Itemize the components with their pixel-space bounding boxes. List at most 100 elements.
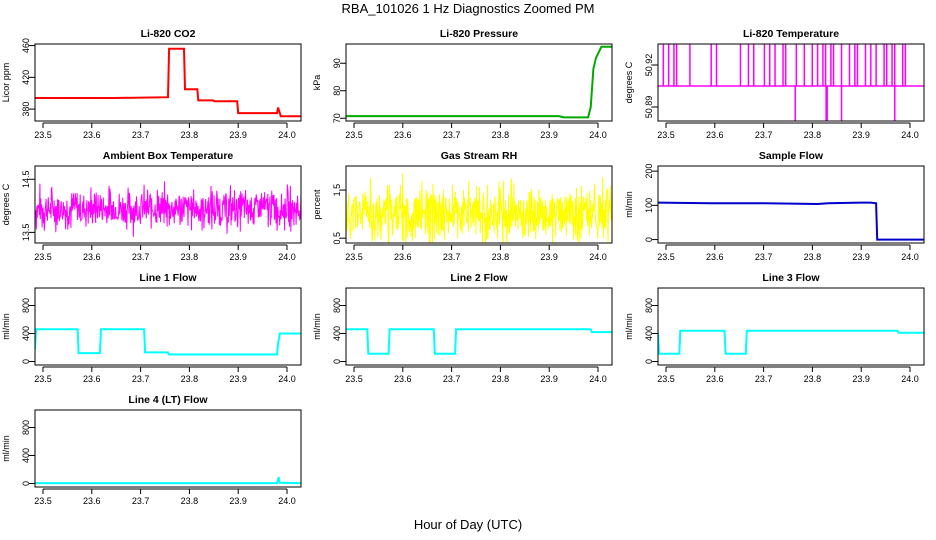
series-line (35, 476, 301, 485)
data-group (35, 47, 301, 118)
x-tick-label: 24.0 (589, 374, 607, 384)
y-tick-label: 460 (21, 38, 31, 53)
y-tick-label: 0 (644, 359, 654, 364)
data-group (346, 328, 612, 355)
y-tick-label: 14.5 (21, 171, 31, 189)
x-tick-label: 23.6 (394, 374, 412, 384)
x-tick-label: 23.7 (755, 374, 773, 384)
x-tick-label: 23.7 (443, 130, 461, 140)
y-tick-label: 400 (644, 326, 654, 341)
chart-panel-1: Li-820 CO2 Licor ppm 23.5 23.6 23.7 23.8 23.9 2… (1, 28, 302, 140)
x-tick-label: 23.6 (706, 130, 724, 140)
x-tick-label: 23.7 (132, 496, 150, 506)
x-tick-label: 23.7 (443, 374, 461, 384)
data-group (35, 328, 301, 356)
chart-panel-6: Sample Flow ml/min 23.5 23.6 23.7 23.8 23.9 24.… (624, 150, 925, 262)
x-tick-label: 23.7 (132, 130, 150, 140)
x-tick-label: 24.0 (278, 496, 296, 506)
y-axis-label: ml/min (624, 313, 634, 340)
data-group (35, 476, 301, 485)
chart-title: Gas Stream RH (441, 150, 517, 162)
x-tick-label: 23.8 (804, 374, 822, 384)
y-tick-label: 800 (644, 298, 654, 313)
y-tick-label: 50.92 (644, 54, 654, 77)
y-tick-label: 1.5 (332, 184, 342, 197)
x-tick-label: 23.7 (755, 130, 773, 140)
y-tick-label: 100 (644, 198, 654, 213)
chart-title: Line 3 Flow (762, 272, 820, 284)
x-tick-label: 23.9 (540, 252, 558, 262)
x-tick-label: 23.5 (657, 130, 675, 140)
y-axis-label: ml/min (1, 435, 11, 462)
x-tick-label: 23.8 (181, 496, 199, 506)
data-group (346, 173, 612, 243)
x-tick-label: 23.9 (540, 374, 558, 384)
x-tick-label: 23.8 (492, 374, 510, 384)
chart-panel-2: Li-820 Pressure kPa 23.5 23.6 23.7 23.8 23.9 24… (312, 28, 613, 140)
x-tick-label: 23.8 (492, 252, 510, 262)
series-line (346, 173, 612, 243)
y-axis-label: Licor ppm (1, 63, 11, 103)
series-line (35, 47, 301, 118)
x-tick-label: 24.0 (278, 130, 296, 140)
x-tick-label: 23.9 (852, 252, 870, 262)
chart-title: Line 2 Flow (450, 272, 508, 284)
x-tick-label: 23.8 (181, 130, 199, 140)
x-tick-label: 23.6 (83, 252, 101, 262)
y-tick-label: 0 (644, 237, 654, 242)
x-tick-label: 23.5 (34, 252, 52, 262)
x-tick-label: 23.5 (34, 374, 52, 384)
y-tick-label: 13.5 (21, 224, 31, 242)
x-tick-label: 23.7 (443, 252, 461, 262)
x-tick-label: 23.8 (181, 374, 199, 384)
chart-panel-8: Line 2 Flow ml/min 23.5 23.6 23.7 23.8 23.9 24.… (312, 272, 613, 384)
chart-panel-5: Gas Stream RH percent 23.5 23.6 23.7 23.8 23.9… (312, 150, 613, 262)
series-line (658, 329, 924, 355)
y-axis-label: ml/min (624, 191, 634, 218)
series-line (35, 181, 301, 237)
y-tick-label: 90 (332, 58, 342, 68)
x-tick-label: 23.6 (83, 496, 101, 506)
x-tick-label: 23.5 (345, 374, 363, 384)
y-tick-label: 50.89 (644, 96, 654, 119)
x-tick-label: 23.8 (804, 252, 822, 262)
x-tick-label: 23.6 (394, 130, 412, 140)
y-tick-label: 800 (332, 298, 342, 313)
x-tick-label: 24.0 (278, 252, 296, 262)
x-tick-label: 23.6 (83, 130, 101, 140)
x-tick-label: 23.5 (345, 252, 363, 262)
plot-frame (34, 409, 302, 488)
series-line (346, 328, 612, 355)
y-tick-label: 800 (21, 298, 31, 313)
y-tick-label: 380 (21, 102, 31, 117)
x-tick-label: 23.9 (540, 130, 558, 140)
chart-title: Line 1 Flow (139, 272, 197, 284)
y-axis-label: ml/min (312, 313, 322, 340)
x-tick-label: 23.5 (345, 130, 363, 140)
data-group (658, 329, 924, 355)
x-tick-label: 23.6 (706, 374, 724, 384)
data-group (658, 44, 924, 121)
x-tick-label: 23.5 (34, 130, 52, 140)
x-tick-label: 24.0 (901, 374, 919, 384)
x-tick-label: 23.9 (229, 374, 247, 384)
series-line (35, 328, 301, 356)
x-tick-label: 24.0 (901, 130, 919, 140)
x-tick-label: 23.6 (83, 374, 101, 384)
plot-frame (345, 43, 613, 122)
y-tick-label: 200 (644, 164, 654, 179)
chart-panel-9: Line 3 Flow ml/min 23.5 23.6 23.7 23.8 23.9 24.… (624, 272, 925, 384)
data-group (35, 181, 301, 237)
x-tick-label: 23.9 (852, 130, 870, 140)
x-tick-label: 23.9 (229, 252, 247, 262)
chart-panel-7: Line 1 Flow ml/min 23.5 23.6 23.7 23.8 23.9 24.… (1, 272, 302, 384)
chart-title: Line 4 (LT) Flow (128, 394, 208, 406)
x-tick-label: 23.9 (852, 374, 870, 384)
x-tick-label: 24.0 (278, 374, 296, 384)
page-title: RBA_101026 1 Hz Diagnostics Zoomed PM (341, 1, 595, 16)
x-axis-title: Hour of Day (UTC) (413, 517, 523, 532)
x-tick-label: 24.0 (589, 130, 607, 140)
x-tick-label: 23.6 (394, 252, 412, 262)
y-tick-label: 400 (21, 448, 31, 463)
